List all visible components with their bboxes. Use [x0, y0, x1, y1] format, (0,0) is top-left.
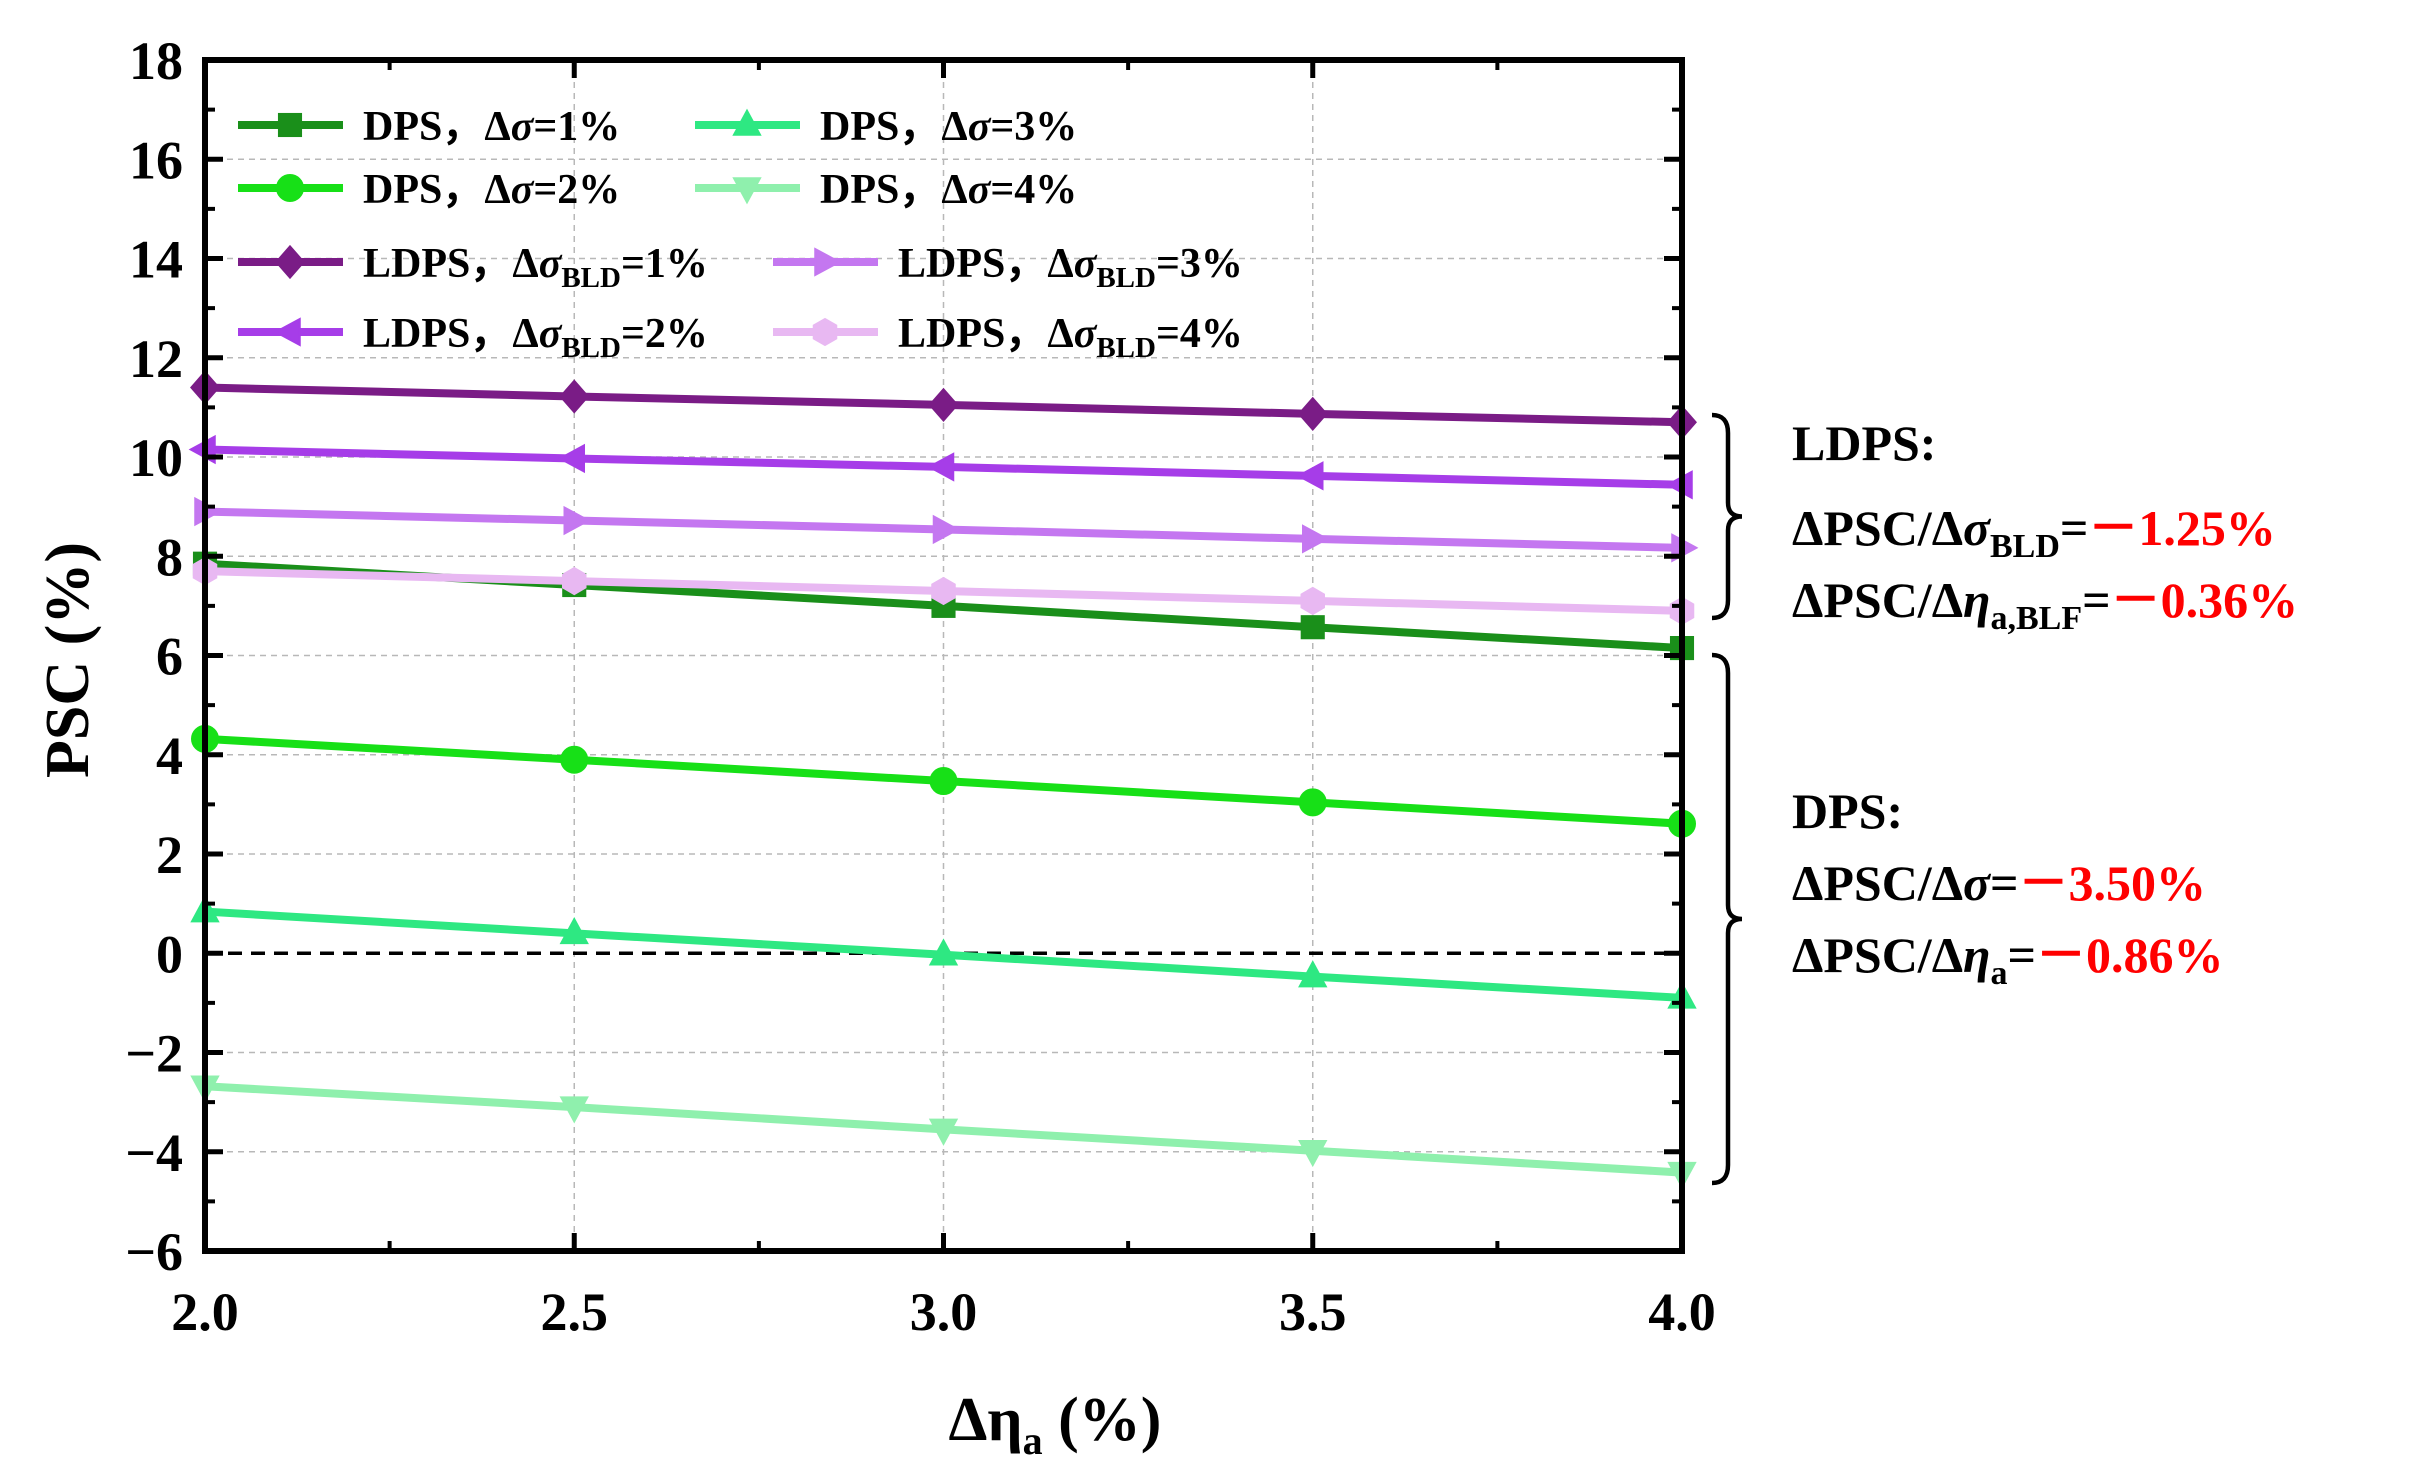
y-tick-label: −2 — [125, 1024, 183, 1084]
legend-marker — [814, 247, 842, 277]
legend-label: LDPS，ΔσBLD=2% — [363, 311, 708, 364]
x-axis-label: Δηa (%) — [949, 1386, 1162, 1463]
series-7 — [194, 496, 1699, 563]
annotation-line: ΔPSC/Δσ=－3.50% — [1792, 855, 2206, 911]
data-point — [559, 916, 589, 945]
annotation-block: DPS: ΔPSC/Δσ=－3.50% ΔPSC/Δηa=－0.86% — [1711, 652, 2224, 1186]
y-tick-label: 6 — [156, 627, 183, 687]
y-tick-label: −4 — [125, 1123, 183, 1183]
data-point — [1298, 960, 1328, 988]
data-point — [1296, 461, 1324, 491]
data-point — [561, 566, 587, 596]
legend-marker — [732, 108, 762, 136]
data-point — [1298, 788, 1327, 817]
legend-item: LDPS，ΔσBLD=1% — [238, 241, 708, 294]
y-tick-label: 4 — [156, 726, 183, 786]
data-point — [1298, 1140, 1328, 1168]
annotations: LDPS: ΔPSC/ΔσBLD=－1.25% ΔPSC/Δηa,BLF=－0.36… — [1711, 412, 2298, 1186]
legend-item: DPS，Δσ=3% — [695, 104, 1077, 150]
legend: DPS，Δσ=1% DPS，Δσ=2% DPS，Δσ=3% DPS，Δσ=4% LDPS… — [238, 104, 1243, 364]
legend-label: DPS，Δσ=1% — [363, 104, 620, 150]
y-tick-label: 18 — [129, 31, 183, 91]
legend-marker — [276, 174, 304, 202]
y-tick-label: 10 — [129, 428, 183, 488]
annotation-title: LDPS: — [1792, 415, 1936, 471]
legend-label: DPS，Δσ=2% — [363, 167, 620, 213]
x-axis-label-subscript: a — [1023, 1418, 1043, 1463]
legend-marker — [812, 317, 838, 347]
data-point — [932, 514, 960, 545]
data-point — [928, 387, 959, 423]
legend-item: DPS，Δσ=1% — [238, 104, 620, 150]
data-point — [1300, 586, 1326, 616]
data-point — [563, 505, 591, 536]
series-8 — [192, 556, 1695, 625]
y-tick-label: 14 — [129, 230, 183, 290]
y-tick-label: 12 — [129, 329, 183, 389]
y-axis-ticks: −6 −4 −2 0 2 4 6 8 10 12 14 16 18 — [125, 31, 1682, 1282]
series-2 — [191, 724, 1696, 838]
legend-marker — [277, 112, 303, 138]
legend-marker — [273, 317, 301, 347]
data-point — [1302, 524, 1330, 554]
data-point — [931, 576, 956, 606]
x-tick-label: 3.0 — [910, 1282, 978, 1342]
legend-marker — [732, 177, 762, 205]
annotation-line: ΔPSC/Δηa=－0.86% — [1792, 927, 2224, 992]
data-point — [929, 767, 958, 796]
legend-item: LDPS，ΔσBLD=4% — [773, 311, 1243, 364]
data-point — [559, 1096, 589, 1124]
y-tick-label: 8 — [156, 527, 183, 587]
legend-label: LDPS，ΔσBLD=4% — [898, 311, 1243, 364]
legend-item: DPS，Δσ=2% — [238, 167, 620, 213]
annotation-line: ΔPSC/Δηa,BLF=－0.36% — [1792, 572, 2298, 637]
data-point — [1300, 615, 1325, 640]
data-point — [927, 452, 955, 482]
legend-marker — [275, 244, 305, 280]
series-group — [188, 370, 1699, 1189]
grid — [205, 60, 1682, 1251]
x-tick-label: 2.5 — [541, 1282, 609, 1342]
data-point — [559, 379, 590, 414]
legend-label: DPS，Δσ=3% — [820, 104, 1077, 150]
y-tick-label: 0 — [156, 924, 183, 984]
data-point — [557, 443, 585, 474]
series-6 — [188, 434, 1693, 500]
data-point — [560, 745, 589, 774]
legend-label: DPS，Δσ=4% — [820, 167, 1077, 213]
curly-brace — [1711, 412, 1743, 621]
x-tick-label: 2.0 — [171, 1282, 239, 1342]
legend-item: LDPS，ΔσBLD=2% — [238, 311, 708, 364]
x-axis-label-symbol: Δη — [949, 1386, 1023, 1454]
legend-item: LDPS，ΔσBLD=3% — [773, 241, 1243, 294]
data-point — [928, 1118, 959, 1146]
x-tick-label: 4.0 — [1648, 1282, 1716, 1342]
y-axis-label: PSC (%) — [34, 542, 102, 778]
series-4 — [190, 1075, 1697, 1189]
y-tick-label: 16 — [129, 130, 183, 190]
legend-label: LDPS，ΔσBLD=1% — [363, 241, 708, 294]
y-tick-label: −6 — [125, 1222, 183, 1282]
legend-item: DPS，Δσ=4% — [695, 167, 1077, 213]
legend-label: LDPS，ΔσBLD=3% — [898, 241, 1243, 294]
curly-brace — [1711, 652, 1743, 1186]
data-point — [928, 938, 959, 966]
y-tick-label: 2 — [156, 825, 183, 885]
data-point — [1297, 396, 1328, 431]
annotation-line: ΔPSC/ΔσBLD=－1.25% — [1792, 500, 2276, 565]
x-tick-label: 3.5 — [1279, 1282, 1347, 1342]
annotation-title: DPS: — [1792, 783, 1903, 839]
x-axis-ticks: 2.0 2.5 3.0 3.5 4.0 — [171, 60, 1716, 1342]
x-axis-label-unit: (%) — [1043, 1386, 1162, 1454]
annotation-block: LDPS: ΔPSC/ΔσBLD=－1.25% ΔPSC/Δηa,BLF=－0.36… — [1711, 412, 2298, 637]
